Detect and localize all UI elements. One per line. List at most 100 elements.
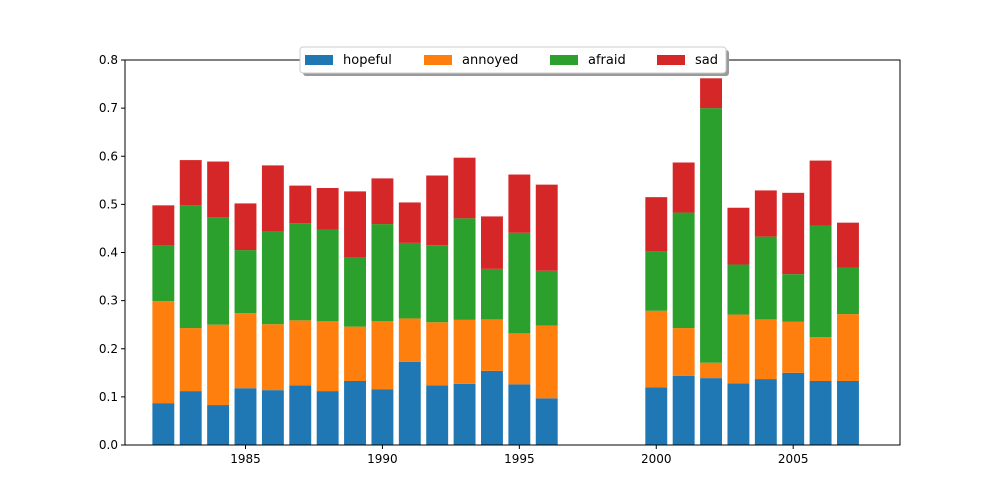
bar-hopeful-2001	[672, 375, 695, 445]
bar-sad-1986	[261, 165, 284, 232]
bar-annoyed-2004	[754, 319, 777, 380]
bar-sad-2005	[782, 192, 805, 275]
bar-hopeful-1982	[152, 403, 175, 445]
bar-sad-1985	[234, 203, 257, 251]
bar-annoyed-1991	[398, 318, 421, 362]
bar-hopeful-1987	[289, 385, 312, 445]
bar-sad-1992	[426, 175, 449, 246]
legend-box	[299, 46, 727, 74]
bar-hopeful-1995	[508, 384, 531, 445]
legend-swatch-sad	[657, 55, 685, 65]
bar-hopeful-1993	[453, 383, 476, 445]
bar-afraid-1984	[207, 217, 230, 325]
bar-annoyed-1982	[152, 301, 175, 404]
bar-annoyed-1988	[316, 321, 339, 392]
bar-annoyed-2000	[645, 310, 668, 388]
legend-label-sad: sad	[695, 53, 718, 68]
bar-hopeful-2003	[727, 383, 750, 445]
bar-hopeful-1996	[535, 398, 558, 445]
bar-sad-2006	[809, 160, 832, 226]
bar-afraid-2003	[727, 264, 750, 315]
bar-annoyed-1987	[289, 320, 312, 386]
bars-layer	[152, 78, 859, 445]
bar-annoyed-1995	[508, 333, 531, 385]
bar-afraid-1992	[426, 245, 449, 323]
bar-afraid-1990	[371, 224, 394, 322]
bar-afraid-2000	[645, 251, 668, 311]
bar-sad-1991	[398, 202, 421, 243]
bar-hopeful-2006	[809, 380, 832, 445]
y-tick-label: 0.6	[99, 149, 118, 163]
bar-hopeful-1990	[371, 389, 394, 445]
bar-sad-1988	[316, 188, 339, 230]
bar-afraid-1988	[316, 229, 339, 322]
bar-sad-2003	[727, 207, 750, 265]
bar-sad-2004	[754, 190, 777, 237]
bar-hopeful-1991	[398, 361, 421, 445]
y-tick-label: 0.4	[99, 246, 118, 260]
x-tick-label: 2005	[778, 452, 809, 466]
bar-afraid-1995	[508, 232, 531, 334]
bar-afraid-2004	[754, 236, 777, 320]
bar-afraid-2002	[700, 108, 722, 363]
y-tick-label: 0.2	[99, 342, 118, 356]
y-tick-label: 0.5	[99, 197, 118, 211]
bar-sad-1989	[344, 191, 366, 258]
bar-annoyed-2005	[782, 321, 805, 373]
bar-hopeful-1985	[234, 388, 257, 445]
bar-afraid-1991	[398, 242, 421, 319]
y-tick-label: 0.0	[99, 438, 118, 452]
bar-hopeful-2002	[700, 378, 722, 445]
bar-sad-2001	[672, 162, 695, 213]
bar-annoyed-1985	[234, 313, 257, 389]
bar-afraid-1993	[453, 218, 476, 320]
bar-hopeful-1988	[316, 391, 339, 445]
bar-annoyed-2002	[700, 362, 722, 379]
bar-hopeful-1994	[481, 370, 503, 445]
bar-afraid-1994	[481, 268, 503, 320]
bar-sad-1993	[453, 157, 476, 219]
legend-label-hopeful: hopeful	[343, 53, 392, 68]
x-axis: 1985 1990 1995 2000 2005	[230, 445, 808, 466]
bar-afraid-2007	[837, 267, 859, 315]
bar-hopeful-2000	[645, 387, 668, 445]
legend-swatch-afraid	[550, 55, 578, 65]
bar-annoyed-2003	[727, 314, 750, 384]
bar-annoyed-1983	[179, 328, 202, 392]
bar-sad-1984	[207, 161, 230, 218]
bar-afraid-1985	[234, 250, 257, 314]
y-tick-label: 0.7	[99, 101, 118, 115]
y-tick-label: 0.1	[99, 390, 118, 404]
bar-afraid-1986	[261, 231, 284, 325]
bar-annoyed-1996	[535, 325, 558, 399]
bar-afraid-2006	[809, 225, 832, 338]
legend-label-annoyed: annoyed	[462, 53, 518, 68]
bar-annoyed-1994	[481, 319, 503, 371]
legend-swatch-annoyed	[424, 55, 452, 65]
bar-sad-2000	[645, 197, 668, 252]
bar-afraid-1989	[344, 257, 366, 327]
bar-hopeful-2005	[782, 372, 805, 445]
bar-sad-2002	[700, 78, 722, 109]
bar-sad-1995	[508, 174, 531, 233]
bar-annoyed-2007	[837, 314, 859, 381]
bar-annoyed-1992	[426, 322, 449, 386]
bar-annoyed-1986	[261, 324, 284, 391]
bar-afraid-1983	[179, 205, 202, 329]
y-axis: 0.0 0.1 0.2 0.3 0.4 0.5 0.6 0.7 0.8	[99, 53, 125, 452]
bar-sad-1987	[289, 185, 312, 224]
legend: hopeful annoyed afraid sad	[299, 46, 729, 76]
bar-sad-1990	[371, 178, 394, 225]
bar-annoyed-1993	[453, 319, 476, 384]
y-tick-label: 0.3	[99, 294, 118, 308]
bar-afraid-2001	[672, 212, 695, 329]
bar-hopeful-2004	[754, 379, 777, 445]
bar-sad-2007	[837, 222, 859, 268]
bar-sad-1994	[481, 216, 503, 269]
bar-annoyed-1990	[371, 321, 394, 390]
bar-sad-1983	[179, 160, 202, 206]
legend-swatch-hopeful	[305, 55, 333, 65]
bar-afraid-1996	[535, 270, 558, 326]
bar-hopeful-1986	[261, 390, 284, 445]
bar-annoyed-2001	[672, 328, 695, 376]
